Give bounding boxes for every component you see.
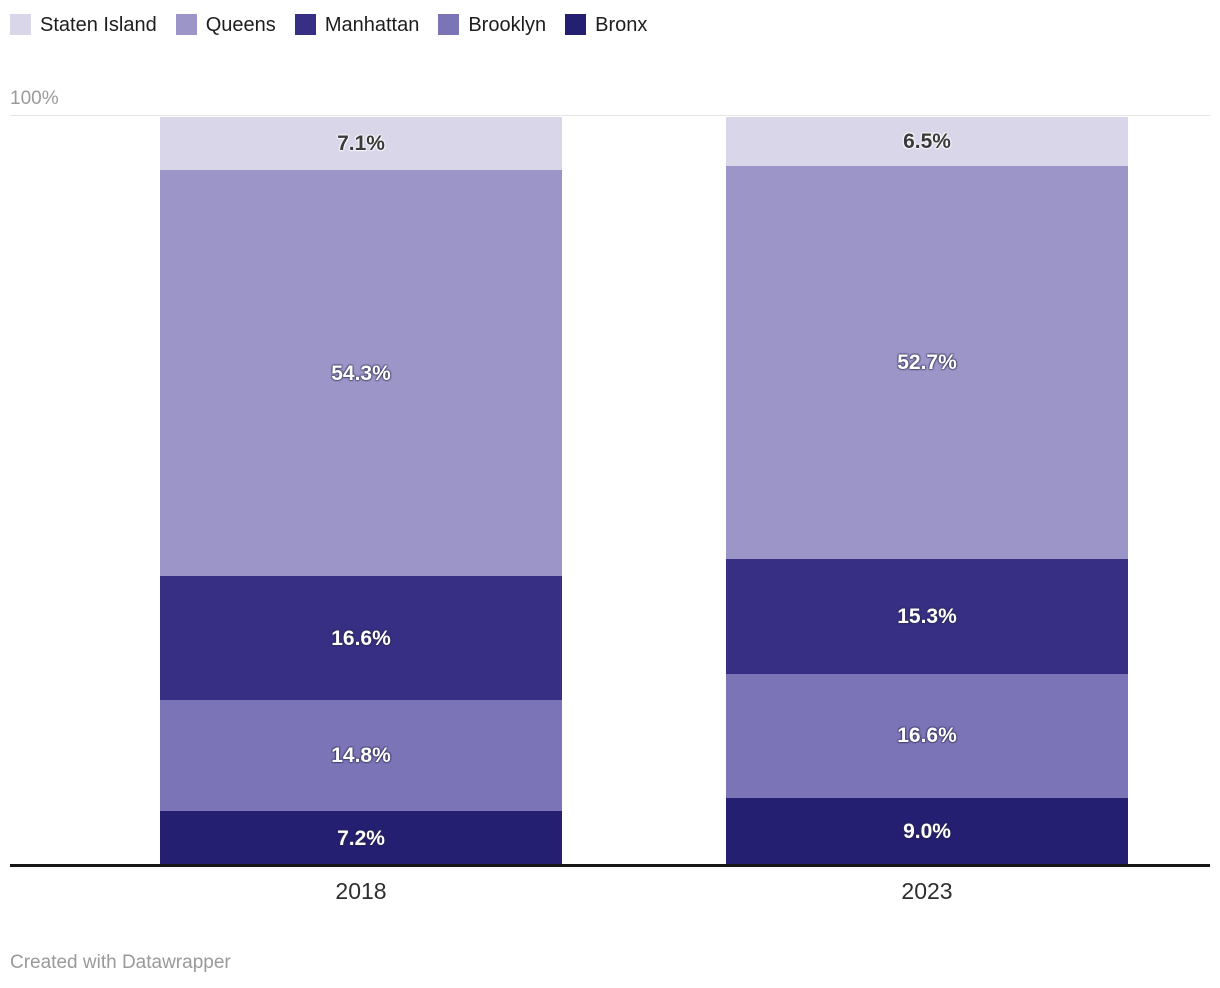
bar-segment-bronx-2018[interactable]: 7.2% — [160, 811, 562, 865]
bar-segment-staten-island-2023[interactable]: 6.5% — [726, 117, 1128, 166]
attribution-link[interactable]: Created with Datawrapper — [10, 952, 231, 973]
segment-value-label: 16.6% — [331, 626, 391, 650]
legend-label: Manhattan — [324, 13, 420, 36]
legend-item-bronx: Bronx — [565, 14, 647, 35]
segment-value-label: 7.1% — [337, 132, 385, 156]
legend-label: Queens — [205, 13, 276, 36]
bar-segment-staten-island-2018[interactable]: 7.1% — [160, 117, 562, 171]
plot-area: 7.1% 54.3% 16.6% 14.8% 7.2% 6.5% 52.7% 15.3% 16.… — [10, 117, 1210, 865]
segment-value-label: 16.6% — [897, 724, 957, 748]
x-axis-baseline — [10, 864, 1210, 867]
stacked-bar-2018: 7.1% 54.3% 16.6% 14.8% 7.2% — [160, 117, 562, 865]
segment-value-label: 15.3% — [897, 605, 957, 629]
bar-segment-brooklyn-2018[interactable]: 14.8% — [160, 700, 562, 812]
segment-value-label: 6.5% — [903, 129, 951, 153]
legend-item-brooklyn: Brooklyn — [438, 14, 546, 35]
legend: Staten Island Queens Manhattan Brooklyn Bron… — [10, 14, 647, 35]
legend-item-queens: Queens — [175, 13, 276, 36]
legend-label: Brooklyn — [468, 13, 547, 36]
legend-item-staten-island: Staten Island — [10, 14, 157, 35]
segment-value-label: 52.7% — [897, 350, 957, 374]
gridline-100pct — [10, 115, 1210, 116]
legend-item-manhattan: Manhattan — [294, 13, 420, 36]
x-axis-label-2018: 2018 — [335, 878, 387, 904]
x-axis-label-2023: 2023 — [901, 878, 953, 904]
bar-segment-manhattan-2023[interactable]: 15.3% — [726, 559, 1128, 674]
y-axis-tick-label-100pct: 100% — [10, 88, 59, 109]
legend-swatch-manhattan — [294, 14, 316, 35]
bar-segment-bronx-2023[interactable]: 9.0% — [726, 797, 1128, 865]
bar-segment-manhattan-2018[interactable]: 16.6% — [160, 576, 562, 701]
segment-value-label: 7.2% — [337, 826, 385, 850]
segment-value-label: 9.0% — [903, 819, 951, 843]
bar-segment-queens-2023[interactable]: 52.7% — [726, 165, 1128, 560]
legend-label: Staten Island — [40, 13, 157, 36]
legend-swatch-queens — [175, 14, 197, 35]
legend-swatch-staten-island — [10, 14, 31, 35]
segment-value-label: 14.8% — [331, 744, 391, 768]
bar-segment-queens-2018[interactable]: 54.3% — [160, 170, 562, 577]
legend-label: Bronx — [595, 13, 648, 36]
legend-swatch-brooklyn — [438, 14, 460, 35]
bar-segment-brooklyn-2023[interactable]: 16.6% — [726, 673, 1128, 798]
segment-value-label: 54.3% — [331, 361, 391, 385]
legend-swatch-bronx — [565, 14, 587, 35]
stacked-bar-2023: 6.5% 52.7% 15.3% 16.6% 9.0% — [726, 117, 1128, 865]
